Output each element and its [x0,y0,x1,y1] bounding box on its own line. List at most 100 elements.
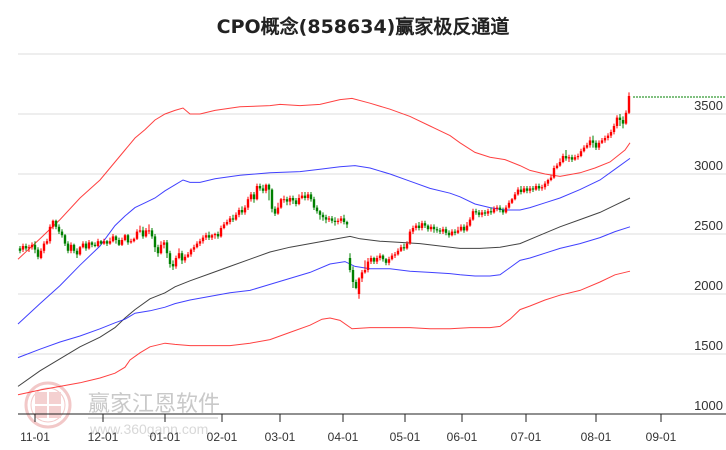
candle [609,132,613,136]
candle [39,250,43,258]
candle [90,242,94,245]
candle [375,258,379,262]
candle [288,198,292,202]
candle [132,238,136,242]
candle [255,186,259,200]
candle [228,218,232,222]
candle [348,258,352,270]
candle [30,244,34,248]
candle [507,202,511,208]
x-tick-label: 07-01 [511,430,542,444]
candle [252,194,256,200]
candle [522,188,526,192]
candle [435,229,439,231]
candle [576,156,580,158]
candle [138,230,142,232]
x-tick-label: 02-01 [207,430,238,444]
y-tick-label: 2500 [694,218,723,233]
candle [168,253,172,264]
candles [18,92,631,299]
middle-line [17,197,631,387]
y-axis: 1000 1500 2000 2500 3000 3500 [694,98,723,413]
channel-bands [17,97,631,396]
candle [345,222,349,225]
candle [534,186,538,190]
candle [597,142,601,148]
candle [606,135,610,138]
candle [498,207,502,210]
candle [546,180,550,184]
candle [72,244,76,251]
candle [381,255,385,260]
candle [537,186,541,189]
candle [177,253,181,258]
candle [621,120,625,124]
candle [624,112,628,124]
candle [486,211,490,214]
candle [198,241,202,244]
candle [123,235,127,240]
watermark-name: 赢家江恩软件 [88,392,220,417]
candle [504,207,508,213]
candle [54,220,58,227]
candle [369,258,373,262]
candle [447,232,451,236]
candle [564,156,568,159]
candle [36,249,40,257]
candle [165,242,169,254]
candle [222,224,226,228]
candle [42,243,46,251]
candle [111,236,115,242]
candle [441,229,445,232]
candle [561,156,565,162]
candle [354,282,358,288]
candle [141,230,145,237]
x-tick-label: 01-01 [150,430,181,444]
candle [273,208,277,214]
candle [306,194,310,198]
candle [438,230,442,232]
candle [378,255,382,258]
candle [261,188,265,191]
candle [315,207,319,212]
lower-inner-band [17,226,631,359]
candle [213,234,217,236]
candle [48,226,52,242]
candle [615,117,619,126]
candle [276,207,280,214]
candle [333,220,337,222]
candle [399,247,403,251]
candle [531,188,535,190]
candle [309,194,313,200]
candle [114,236,118,240]
candle [159,244,163,254]
candle [327,218,331,220]
candle [246,199,250,208]
candle [45,241,49,244]
candle [411,228,415,232]
y-tick-label: 3000 [694,158,723,173]
candle [426,225,430,230]
candle [63,235,67,244]
candle [393,254,397,256]
candle [264,184,268,191]
y-tick-label: 1000 [694,398,723,413]
candle [183,256,187,261]
candle [186,254,190,257]
x-tick-label: 03-01 [265,430,296,444]
chart-title: CPO概念(858634)赢家极反通道 [216,16,510,38]
candle [558,162,562,166]
candle [51,220,55,227]
candle [618,117,622,120]
candle [312,199,316,208]
candle [603,138,607,141]
candle [408,231,412,244]
x-tick-label: 06-01 [447,430,478,444]
candle [21,246,25,250]
candle [102,241,106,244]
candle [105,241,109,244]
candle [429,226,433,230]
candle [267,184,271,190]
candle [135,231,139,239]
